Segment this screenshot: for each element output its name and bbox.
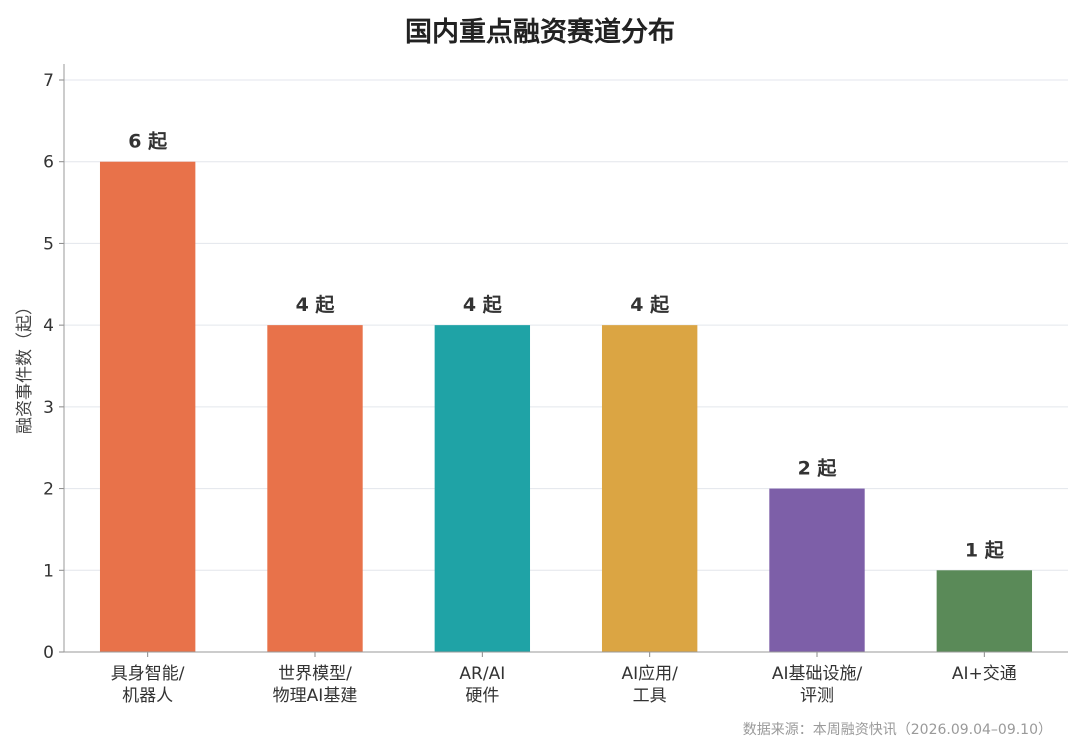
bar: [99, 161, 196, 652]
bar: [267, 325, 363, 652]
x-tick-label: 物理AI基建: [273, 686, 358, 706]
x-tick-label: 世界模型/: [278, 664, 352, 684]
x-tick-label: AR/AI: [459, 664, 505, 684]
bars: [99, 161, 1033, 652]
y-tick-label: 5: [43, 234, 54, 254]
data-label: 4 起: [463, 294, 503, 316]
data-label: 4 起: [630, 294, 670, 316]
bar: [601, 325, 698, 652]
x-tick-label: 评测: [800, 686, 834, 706]
data-labels: 6 起 4 起 4 起 4 起 2 起 1 起: [128, 131, 1005, 562]
x-tick-label: 硬件: [465, 686, 499, 706]
bar: [434, 325, 531, 652]
x-tick-label: 具身智能/: [111, 664, 185, 684]
y-tick-label: 4: [43, 316, 54, 336]
chart-title: 国内重点融资赛道分布: [405, 17, 675, 48]
y-tick-label: 7: [43, 71, 54, 91]
x-tick-label: 工具: [633, 686, 667, 706]
bar: [769, 488, 865, 652]
data-label: 6 起: [128, 131, 168, 153]
y-tick-label: 1: [43, 561, 54, 581]
bar: [936, 570, 1033, 652]
y-axis-label: 融资事件数（起）: [15, 298, 35, 434]
y-tick-label: 3: [43, 398, 54, 418]
data-label: 1 起: [965, 539, 1005, 561]
source-note: 数据来源：本周融资快讯（2026.09.04–09.10）: [742, 722, 1052, 738]
x-tick-label: AI基础设施/: [772, 664, 863, 684]
grid-lines: [64, 79, 1068, 571]
x-tick-label: AI应用/: [621, 664, 678, 684]
y-tick-label: 6: [43, 153, 54, 173]
y-tick-label: 0: [43, 643, 54, 663]
x-tick-label: AI+交通: [952, 664, 1017, 684]
x-tick-label: 机器人: [122, 686, 173, 706]
y-tick-label: 2: [43, 480, 54, 500]
data-label: 4 起: [296, 294, 336, 316]
data-label: 2 起: [798, 458, 838, 480]
